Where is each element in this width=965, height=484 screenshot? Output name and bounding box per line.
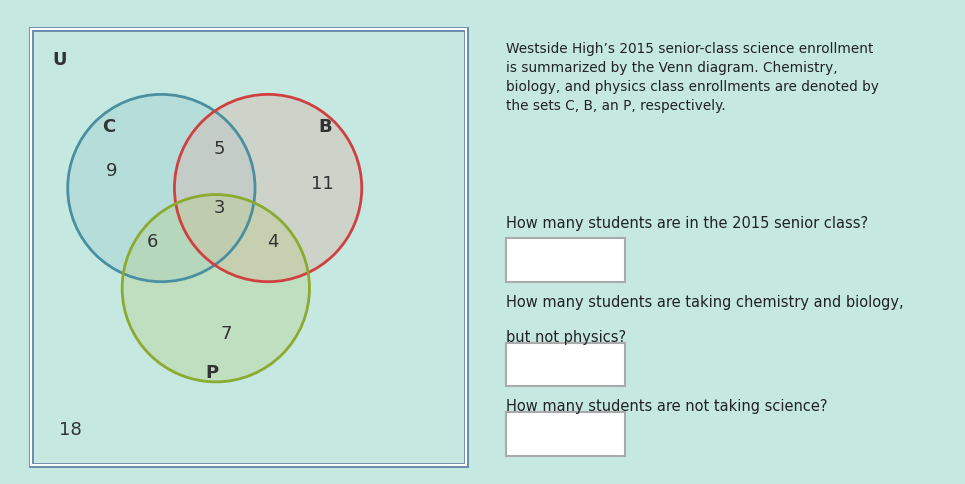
Text: but not physics?: but not physics? xyxy=(506,330,626,345)
FancyBboxPatch shape xyxy=(506,238,625,282)
Text: 5: 5 xyxy=(213,140,225,158)
Text: 9: 9 xyxy=(105,162,117,180)
Text: 7: 7 xyxy=(221,325,233,343)
Text: How many students are taking chemistry and biology,: How many students are taking chemistry a… xyxy=(506,295,904,310)
Text: 11: 11 xyxy=(311,175,334,193)
Text: 18: 18 xyxy=(59,421,81,439)
Text: Westside High’s 2015 senior-class science enrollment
is summarized by the Venn d: Westside High’s 2015 senior-class scienc… xyxy=(506,42,879,113)
Text: U: U xyxy=(52,51,67,69)
Text: C: C xyxy=(102,118,116,136)
Text: 4: 4 xyxy=(266,233,278,252)
Text: 3: 3 xyxy=(213,199,225,217)
Circle shape xyxy=(68,94,255,282)
Text: P: P xyxy=(205,364,218,382)
Text: 6: 6 xyxy=(147,233,158,252)
FancyBboxPatch shape xyxy=(506,343,625,386)
FancyBboxPatch shape xyxy=(506,412,625,456)
Circle shape xyxy=(123,195,310,382)
Text: How many students are not taking science?: How many students are not taking science… xyxy=(506,399,828,414)
Text: How many students are in the 2015 senior class?: How many students are in the 2015 senior… xyxy=(506,216,868,231)
Text: B: B xyxy=(317,118,332,136)
Circle shape xyxy=(175,94,362,282)
